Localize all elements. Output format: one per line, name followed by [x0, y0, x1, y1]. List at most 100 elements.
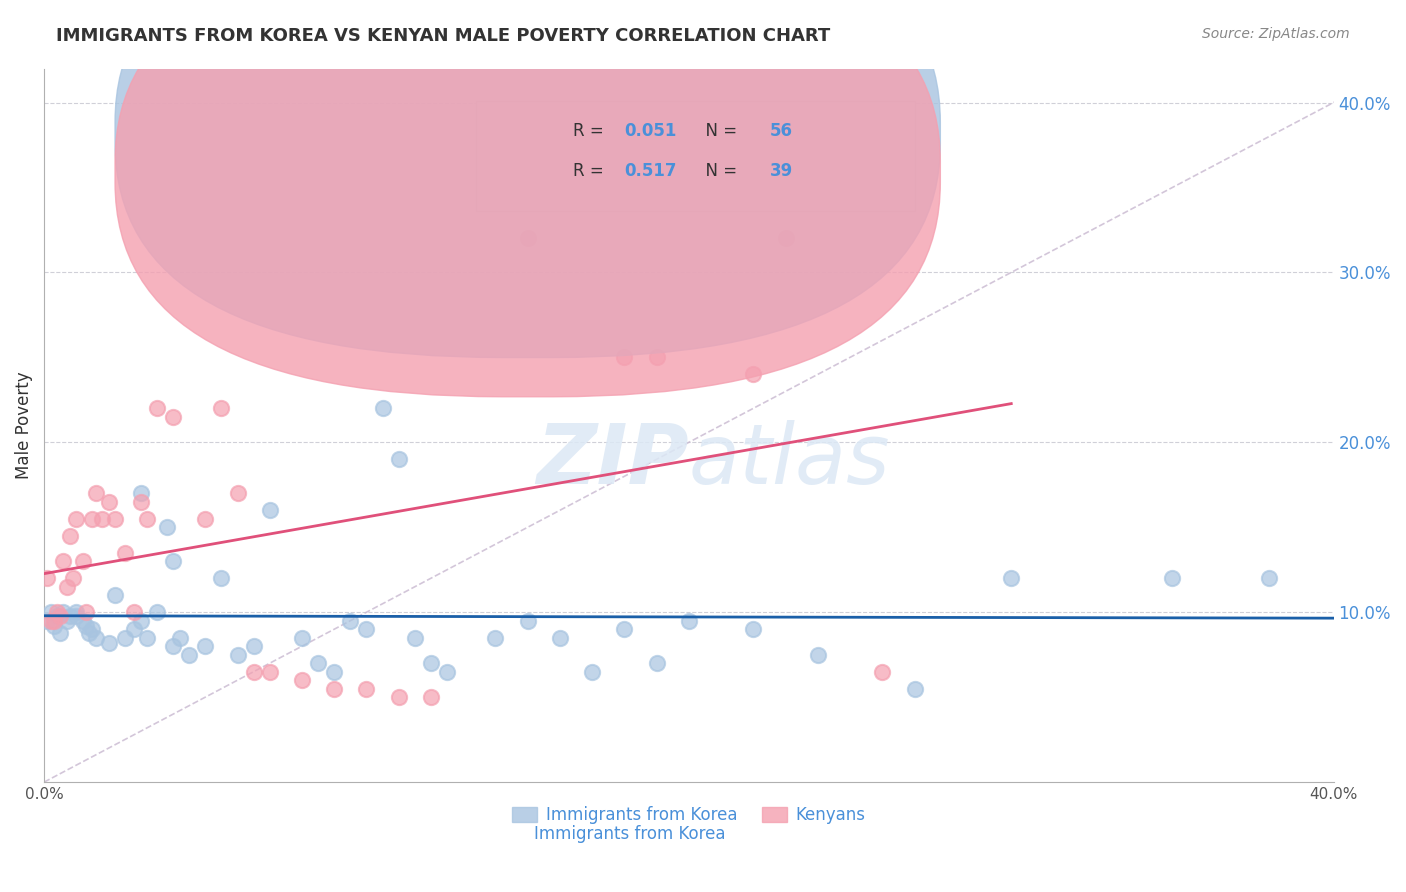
Point: [404, 631, 426, 645]
Point: [136, 631, 159, 645]
Y-axis label: Male Poverty: Male Poverty: [15, 371, 32, 479]
Point: [194, 512, 217, 526]
FancyBboxPatch shape: [115, 0, 941, 397]
Point: [162, 554, 184, 568]
Point: [436, 665, 458, 679]
Point: [49, 608, 72, 623]
Point: [903, 681, 925, 696]
Text: R =: R =: [572, 122, 609, 140]
Point: [42, 614, 65, 628]
Point: [259, 503, 281, 517]
Point: [242, 639, 264, 653]
Point: [55, 580, 77, 594]
Point: [97, 495, 120, 509]
Point: [65, 608, 87, 623]
Point: [37, 571, 59, 585]
Text: 0.051: 0.051: [624, 122, 676, 140]
Point: [169, 631, 191, 645]
Point: [65, 605, 87, 619]
Point: [613, 622, 636, 636]
Point: [59, 529, 82, 543]
Point: [82, 512, 104, 526]
Point: [242, 665, 264, 679]
Point: [124, 622, 146, 636]
FancyBboxPatch shape: [477, 101, 914, 211]
Point: [129, 486, 152, 500]
Point: [678, 614, 700, 628]
Point: [39, 605, 62, 619]
Point: [124, 605, 146, 619]
Point: [323, 665, 346, 679]
Point: [516, 614, 538, 628]
Point: [613, 351, 636, 365]
FancyBboxPatch shape: [115, 0, 941, 358]
Point: [129, 495, 152, 509]
Point: [807, 648, 830, 662]
Text: atlas: atlas: [689, 420, 890, 501]
Point: [72, 614, 94, 628]
Point: [55, 614, 77, 628]
Point: [91, 512, 114, 526]
Point: [77, 625, 100, 640]
Point: [37, 614, 59, 628]
Point: [39, 614, 62, 628]
Point: [52, 554, 75, 568]
Point: [356, 681, 378, 696]
Text: 39: 39: [770, 161, 793, 179]
Point: [1161, 571, 1184, 585]
Point: [162, 639, 184, 653]
Point: [388, 690, 411, 705]
Point: [339, 614, 361, 628]
Point: [84, 486, 107, 500]
Point: [226, 486, 249, 500]
Point: [156, 520, 179, 534]
Point: [65, 512, 87, 526]
Point: [645, 351, 668, 365]
Point: [162, 409, 184, 424]
Point: [114, 631, 136, 645]
Point: [42, 619, 65, 633]
Point: [742, 368, 765, 382]
Point: [323, 681, 346, 696]
Point: [581, 665, 603, 679]
Point: [420, 690, 443, 705]
Point: [356, 622, 378, 636]
Point: [371, 401, 394, 416]
Text: IMMIGRANTS FROM KOREA VS KENYAN MALE POVERTY CORRELATION CHART: IMMIGRANTS FROM KOREA VS KENYAN MALE POV…: [56, 27, 831, 45]
Point: [259, 665, 281, 679]
Point: [226, 648, 249, 662]
Point: [46, 605, 69, 619]
Point: [291, 631, 314, 645]
Point: [179, 648, 201, 662]
Point: [1000, 571, 1022, 585]
Point: [209, 571, 232, 585]
Point: [388, 452, 411, 467]
Point: [129, 614, 152, 628]
Text: 56: 56: [770, 122, 793, 140]
Point: [742, 622, 765, 636]
Point: [194, 639, 217, 653]
Point: [146, 401, 169, 416]
Point: [872, 665, 894, 679]
Point: [59, 608, 82, 623]
Point: [46, 608, 69, 623]
Point: [52, 605, 75, 619]
Point: [484, 631, 506, 645]
Point: [420, 656, 443, 670]
Text: N =: N =: [696, 161, 742, 179]
Text: N =: N =: [696, 122, 742, 140]
Point: [1258, 571, 1281, 585]
Text: R =: R =: [572, 161, 609, 179]
Point: [49, 625, 72, 640]
Point: [645, 656, 668, 670]
Point: [72, 554, 94, 568]
Point: [104, 588, 127, 602]
Legend: Immigrants from Korea, Kenyans: Immigrants from Korea, Kenyans: [506, 799, 872, 830]
Text: Source: ZipAtlas.com: Source: ZipAtlas.com: [1202, 27, 1350, 41]
Point: [62, 571, 84, 585]
Point: [84, 631, 107, 645]
Text: Immigrants from Korea: Immigrants from Korea: [534, 825, 725, 843]
Point: [104, 512, 127, 526]
Point: [75, 619, 97, 633]
Point: [82, 622, 104, 636]
